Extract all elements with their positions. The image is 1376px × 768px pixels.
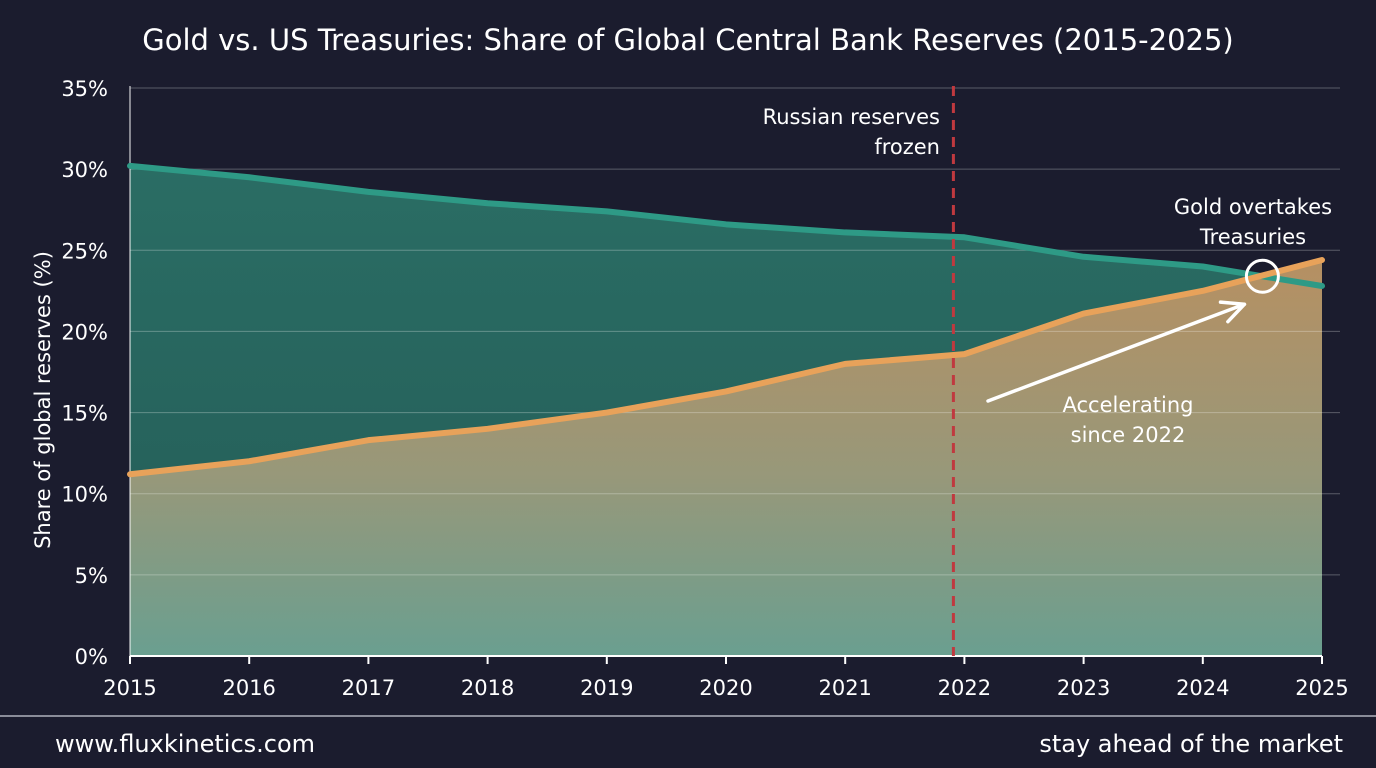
x-tick-label: 2022: [938, 676, 991, 700]
plot-area: 0% 5% 10% 15% 20% 25% 30% 35% 2015 2016 2017 2018 20…: [61, 77, 1348, 700]
y-tick-label: 20%: [61, 320, 108, 344]
x-tick-label: 2016: [222, 676, 275, 700]
crossover-label-line1: Gold overtakes: [1174, 195, 1332, 219]
y-tick-label: 30%: [61, 158, 108, 182]
gold-line: [127, 257, 1325, 478]
y-tick-label: 35%: [61, 77, 108, 101]
footer-website[interactable]: www.fluxkinetics.com: [55, 730, 315, 758]
footer-tagline: stay ahead of the market: [1039, 730, 1343, 758]
x-tick-label: 2020: [699, 676, 752, 700]
x-tick-label: 2023: [1057, 676, 1110, 700]
gold-area: [130, 260, 1322, 656]
x-tick-label: 2024: [1176, 676, 1229, 700]
chart-title: Gold vs. US Treasuries: Share of Global …: [142, 23, 1233, 57]
trend-label-line1: Accelerating: [1063, 393, 1194, 417]
x-tick-label: 2025: [1295, 676, 1348, 700]
y-tick-label: 25%: [61, 239, 108, 263]
x-tick-label: 2017: [342, 676, 395, 700]
event-label-line1: Russian reserves: [763, 105, 940, 129]
y-axis-title: Share of global reserves (%): [31, 251, 55, 549]
y-tick-label: 15%: [61, 402, 108, 426]
crossover-marker: [1244, 258, 1280, 294]
y-tick-label: 0%: [75, 645, 108, 669]
x-tick-label: 2019: [580, 676, 633, 700]
x-tick-label: 2015: [103, 676, 156, 700]
treasuries-line: [127, 162, 1325, 289]
trend-arrow-shaft: [986, 302, 1247, 403]
trend-label-line2: since 2022: [1071, 423, 1186, 447]
y-tick-label: 10%: [61, 483, 108, 507]
event-label-line2: frozen: [874, 135, 940, 159]
trend-arrow-head: [1218, 300, 1247, 324]
crossover-label-line2: Treasuries: [1199, 225, 1306, 249]
x-tick-label: 2018: [461, 676, 514, 700]
y-tick-label: 5%: [75, 564, 108, 588]
x-tick-label: 2021: [818, 676, 871, 700]
